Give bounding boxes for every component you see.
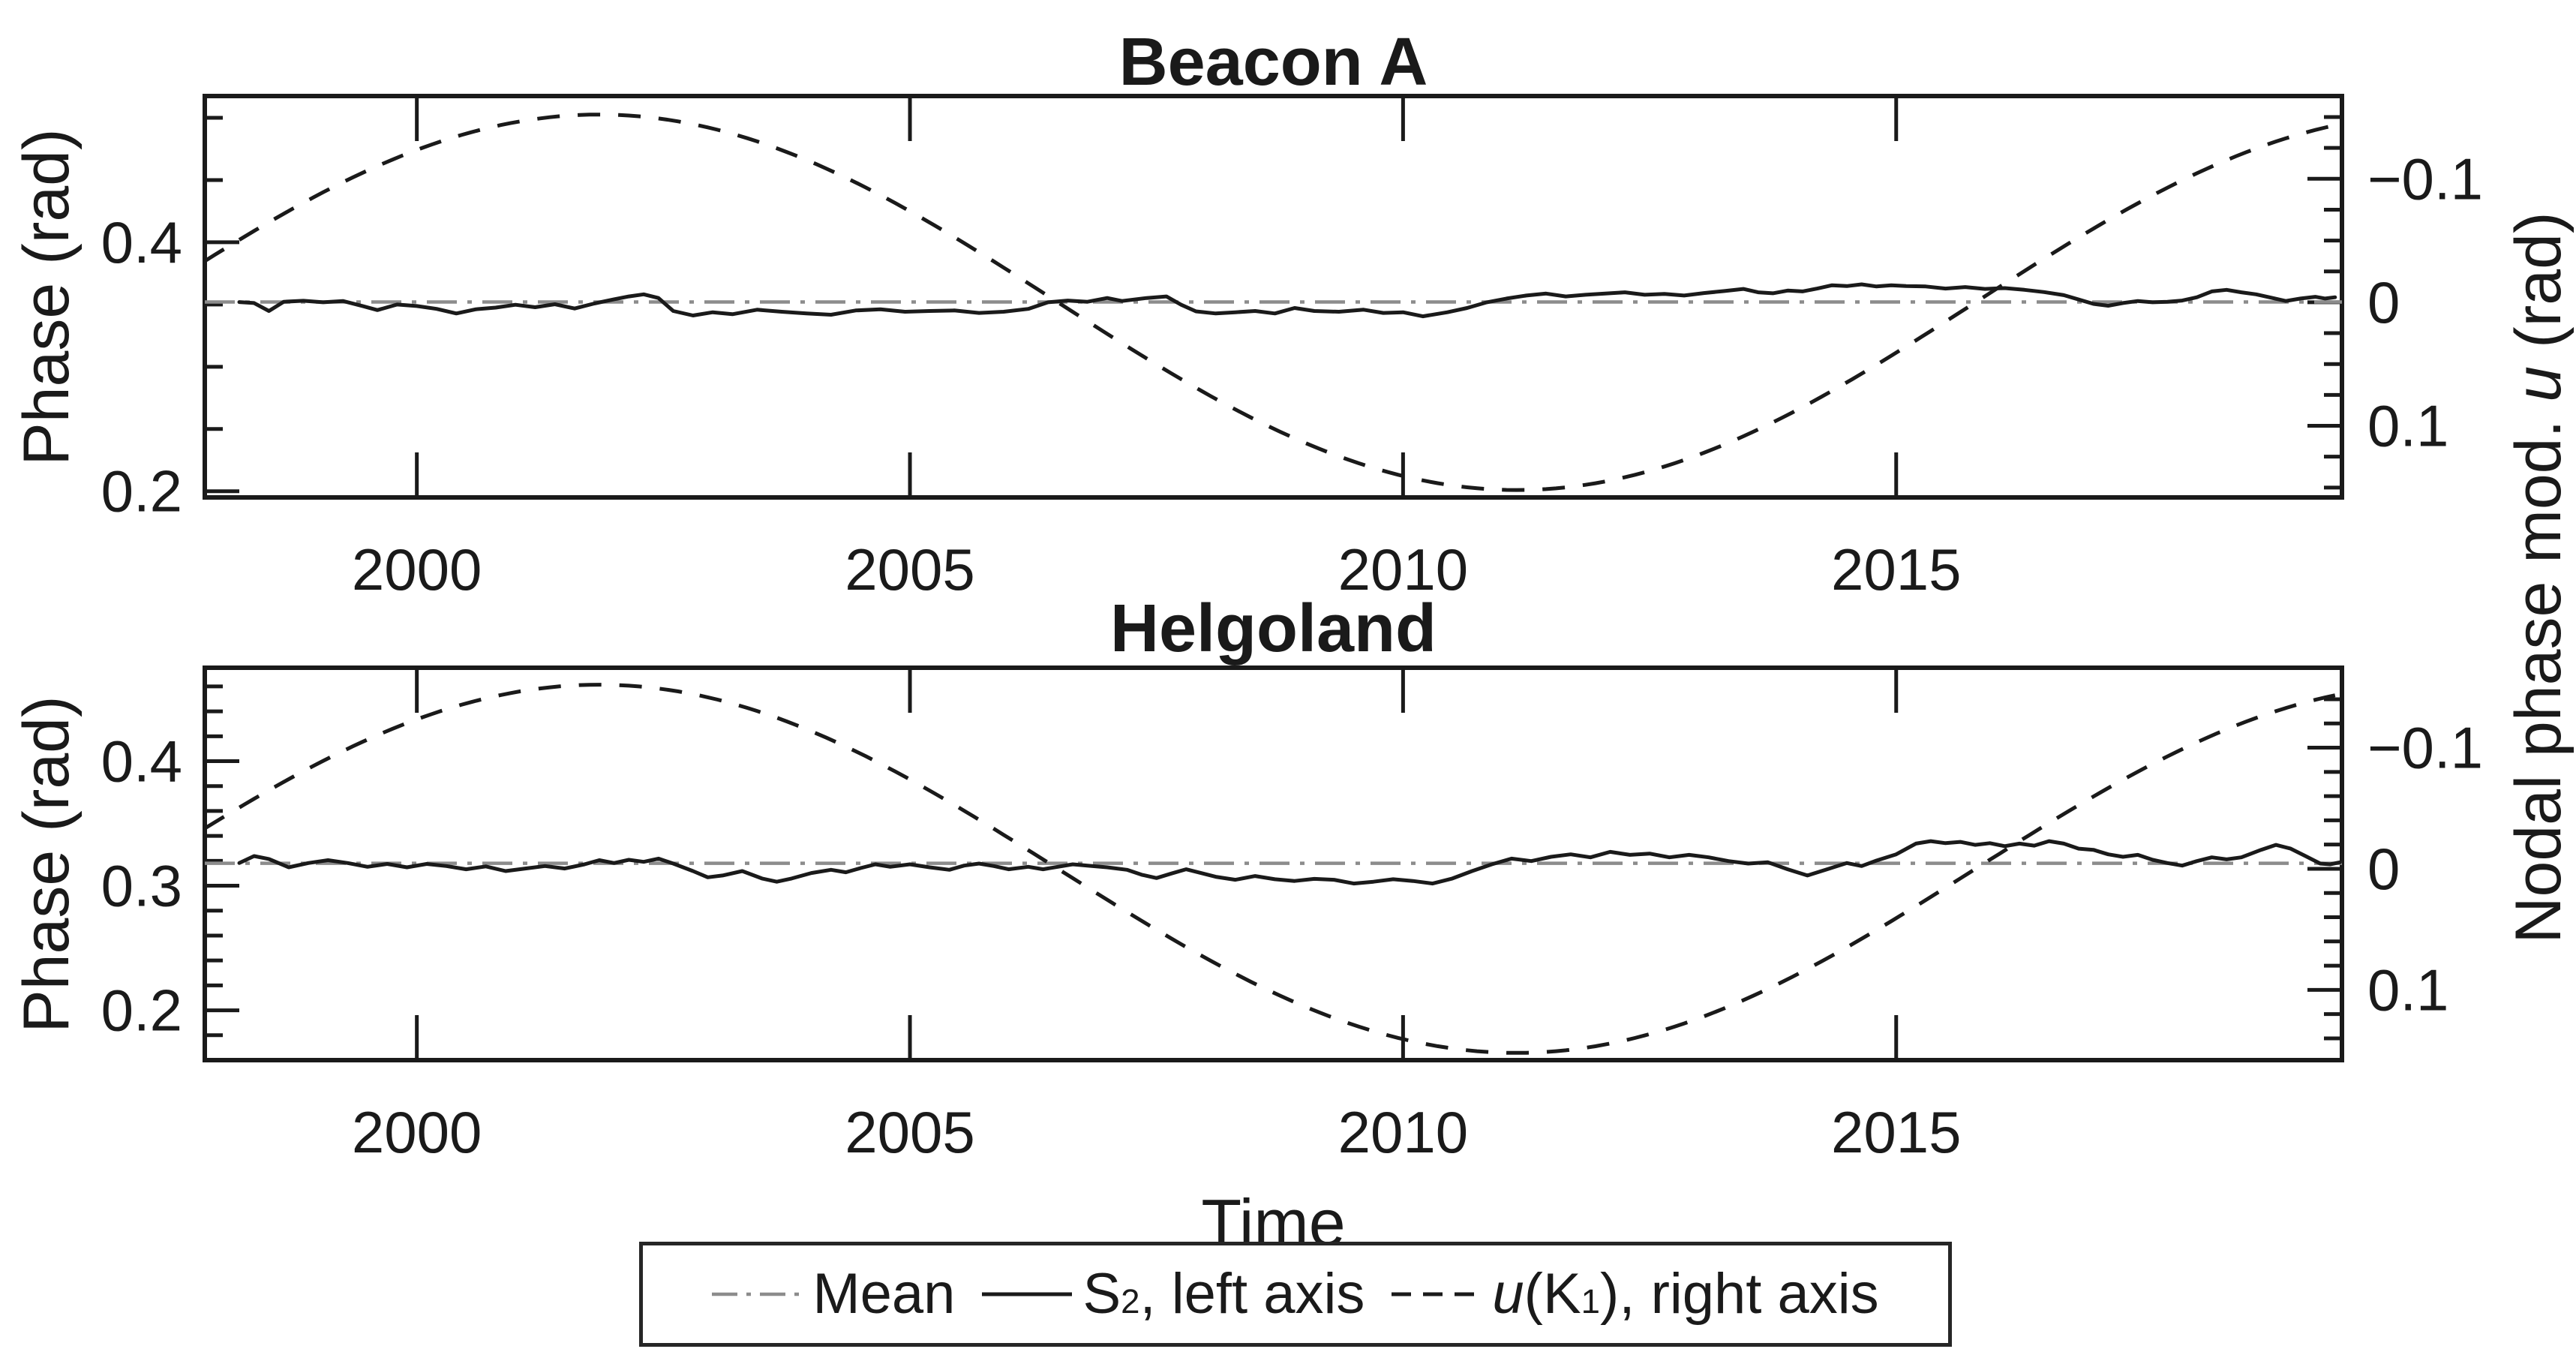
y-axis-label-top: Phase (rad) <box>11 128 83 466</box>
right-y-ticks <box>2307 697 2342 1041</box>
subplot-helgoland: 2000 2005 2010 2015 0.4 0.3 0.2 −0.1 0 0.1 <box>101 665 2483 1165</box>
label-token: (rad) <box>2502 212 2574 366</box>
s2-phase-line <box>237 839 2342 886</box>
legend-sample-solid-line <box>982 1292 1073 1296</box>
legend-sample-dashdot-line <box>712 1292 803 1296</box>
left-y-tick-label: 0.2 <box>101 458 182 524</box>
label-token: ), right axis <box>1600 1262 1879 1326</box>
left-y-tick-label: 0.3 <box>101 853 182 919</box>
label-token: S <box>1082 1262 1121 1326</box>
right-axis-label: Nodal phase mod. u (rad) <box>2502 212 2574 943</box>
x-tick-label: 2015 <box>1831 536 1962 602</box>
left-y-tick-label: 0.4 <box>101 729 182 795</box>
x-tick-label: 2005 <box>845 536 975 602</box>
legend-items: Mean S2, left axis u(K1), right axis <box>698 1266 1892 1323</box>
subplot-beacon-a: 2000 2005 2010 2015 0.4 0.2 −0.1 0 0.1 <box>101 94 2483 602</box>
x-tick-label: 2010 <box>1338 1099 1469 1165</box>
legend-entry-mean: Mean <box>712 1266 955 1323</box>
plot-title-helgoland: Helgoland <box>1109 591 1437 666</box>
right-y-tick-label: 0 <box>2367 836 2400 902</box>
label-token: u <box>2502 365 2574 402</box>
plot-title-beacon-a: Beacon A <box>1118 25 1428 100</box>
left-y-tick-label: 0.4 <box>101 209 182 275</box>
x-tick-label: 2000 <box>352 1099 482 1165</box>
legend: Mean S2, left axis u(K1), right axis <box>639 1242 1952 1347</box>
x-ticks <box>415 96 1899 497</box>
label-token: Nodal phase mod. <box>2502 401 2574 944</box>
plot-frame <box>203 94 2344 500</box>
label-token: 2 <box>1121 1282 1140 1320</box>
label-token: u <box>1492 1262 1524 1326</box>
label-token: 1 <box>1581 1282 1601 1320</box>
label-token: Mean <box>812 1262 956 1326</box>
label-token: , left axis <box>1139 1262 1365 1326</box>
x-tick-label: 2010 <box>1338 536 1469 602</box>
y-axis-label-bottom: Phase (rad) <box>11 696 83 1033</box>
right-y-tick-label: 0 <box>2367 269 2400 335</box>
right-y-tick-label: −0.1 <box>2367 146 2483 212</box>
x-tick-label: 2000 <box>352 536 482 602</box>
legend-label-u-k1: u(K1), right axis <box>1492 1266 1878 1323</box>
legend-entry-s2: S2, left axis <box>982 1266 1365 1323</box>
u-k1-curve <box>203 683 2336 1055</box>
legend-label-mean: Mean <box>812 1266 955 1323</box>
label-token: (K <box>1524 1262 1581 1326</box>
left-y-ticks <box>205 116 239 494</box>
left-y-tick-label: 0.2 <box>101 978 182 1044</box>
x-tick-label: 2015 <box>1831 1099 1962 1165</box>
right-y-ticks <box>2307 115 2342 490</box>
x-ticks <box>415 668 1899 1060</box>
left-y-ticks <box>205 684 239 1038</box>
legend-sample-dashed-line <box>1392 1292 1482 1296</box>
right-y-tick-label: 0.1 <box>2367 957 2448 1023</box>
legend-entry-u-k1: u(K1), right axis <box>1392 1266 1879 1323</box>
x-tick-label: 2005 <box>845 1099 975 1165</box>
s2-phase-line <box>237 282 2337 319</box>
right-y-tick-label: 0.1 <box>2367 393 2448 459</box>
right-y-tick-label: −0.1 <box>2367 715 2483 781</box>
u-k1-curve <box>203 113 2336 492</box>
legend-label-s2: S2, left axis <box>1082 1266 1365 1323</box>
